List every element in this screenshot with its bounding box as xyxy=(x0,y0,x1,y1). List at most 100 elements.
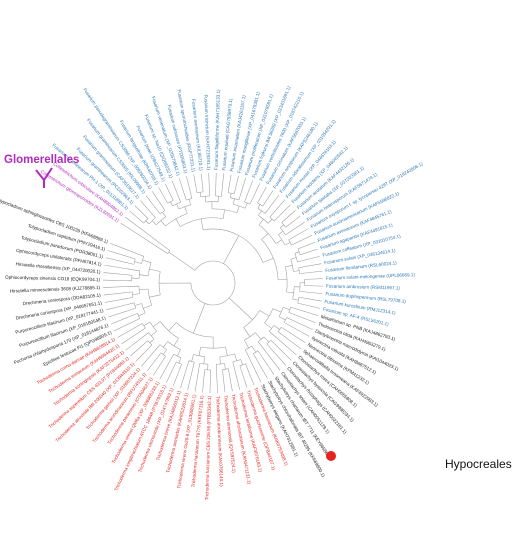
branch xyxy=(224,363,226,370)
branch xyxy=(145,220,150,225)
branch xyxy=(152,191,166,211)
branch xyxy=(103,291,133,296)
clade-label: Hypocreales xyxy=(445,457,512,471)
branch xyxy=(263,336,270,343)
branch xyxy=(269,216,275,222)
branch xyxy=(264,322,272,329)
branch xyxy=(257,341,281,371)
clade-label: Glomerellales xyxy=(4,154,79,166)
branch xyxy=(103,285,139,288)
branch xyxy=(234,353,238,361)
branch xyxy=(257,350,275,375)
branch xyxy=(139,274,149,276)
branch xyxy=(244,332,256,341)
branch xyxy=(193,320,199,334)
branch xyxy=(141,344,161,367)
branch xyxy=(299,291,323,294)
branch xyxy=(160,352,166,357)
branch xyxy=(292,298,299,301)
branch xyxy=(282,307,290,311)
branch xyxy=(245,363,255,386)
branch xyxy=(290,306,319,316)
branch xyxy=(245,345,253,351)
branch xyxy=(147,289,152,306)
branch xyxy=(198,303,206,321)
branch xyxy=(294,251,300,254)
branch xyxy=(143,305,152,309)
branch xyxy=(133,302,136,309)
branch xyxy=(285,265,293,268)
branch xyxy=(145,195,161,215)
branch xyxy=(281,222,286,228)
branch xyxy=(110,313,138,325)
branch xyxy=(290,257,297,260)
branch xyxy=(233,175,239,194)
branch xyxy=(227,174,232,193)
branch xyxy=(150,330,157,337)
clade-marker xyxy=(35,167,53,188)
branch xyxy=(286,317,313,330)
branch xyxy=(132,293,140,295)
branch xyxy=(186,176,193,199)
branch xyxy=(138,270,141,279)
leaf-label: Fusarium tricinctum (KAH7219241.1) xyxy=(203,94,211,170)
branch xyxy=(297,241,316,250)
branch xyxy=(298,263,322,268)
branch xyxy=(228,192,235,195)
branch xyxy=(269,199,286,218)
branch xyxy=(257,208,266,214)
branch xyxy=(288,228,309,241)
branch xyxy=(149,338,155,344)
branch xyxy=(147,262,152,276)
leaf-label: Fusarium flagelliforme (KAH7185133.1) xyxy=(214,89,221,170)
branch xyxy=(233,203,246,209)
branch xyxy=(244,340,249,349)
branch xyxy=(152,321,161,327)
branch xyxy=(232,198,235,205)
branch xyxy=(178,357,182,364)
branch xyxy=(258,210,262,216)
branch xyxy=(222,369,226,393)
branch xyxy=(283,317,287,323)
branch xyxy=(176,203,180,210)
branch xyxy=(177,349,181,357)
branch xyxy=(231,235,240,248)
branch xyxy=(147,340,153,346)
branch xyxy=(165,183,174,201)
branch xyxy=(120,222,168,254)
branch xyxy=(200,346,226,349)
branch xyxy=(244,202,248,209)
leaf-label: Trichoderma atrobrunneum (KAK0766140.1) xyxy=(215,396,224,487)
branch xyxy=(149,294,161,298)
branch xyxy=(104,264,140,272)
branch xyxy=(258,219,264,225)
branch xyxy=(103,272,133,276)
branch xyxy=(208,173,210,197)
branch xyxy=(209,370,211,393)
branch xyxy=(277,331,302,350)
branch xyxy=(278,230,284,235)
branch xyxy=(173,364,182,386)
branch xyxy=(148,332,155,340)
branch xyxy=(219,353,235,358)
branch xyxy=(283,322,310,337)
branch xyxy=(175,218,181,227)
branch xyxy=(159,354,174,380)
branch xyxy=(299,270,323,274)
branch xyxy=(255,332,262,340)
leaf-label: Trichoderma harzianum CBS 226.95 (PTB533… xyxy=(204,395,212,500)
branch xyxy=(203,356,205,364)
branch xyxy=(267,218,273,224)
branch xyxy=(180,259,196,271)
branch xyxy=(211,208,237,214)
branch xyxy=(199,192,201,197)
branch xyxy=(134,303,142,306)
branch xyxy=(236,205,240,213)
branch xyxy=(269,331,297,355)
branch xyxy=(152,220,157,225)
branch xyxy=(170,201,173,207)
branch xyxy=(173,338,179,347)
branch xyxy=(194,363,200,392)
branch xyxy=(284,242,291,246)
